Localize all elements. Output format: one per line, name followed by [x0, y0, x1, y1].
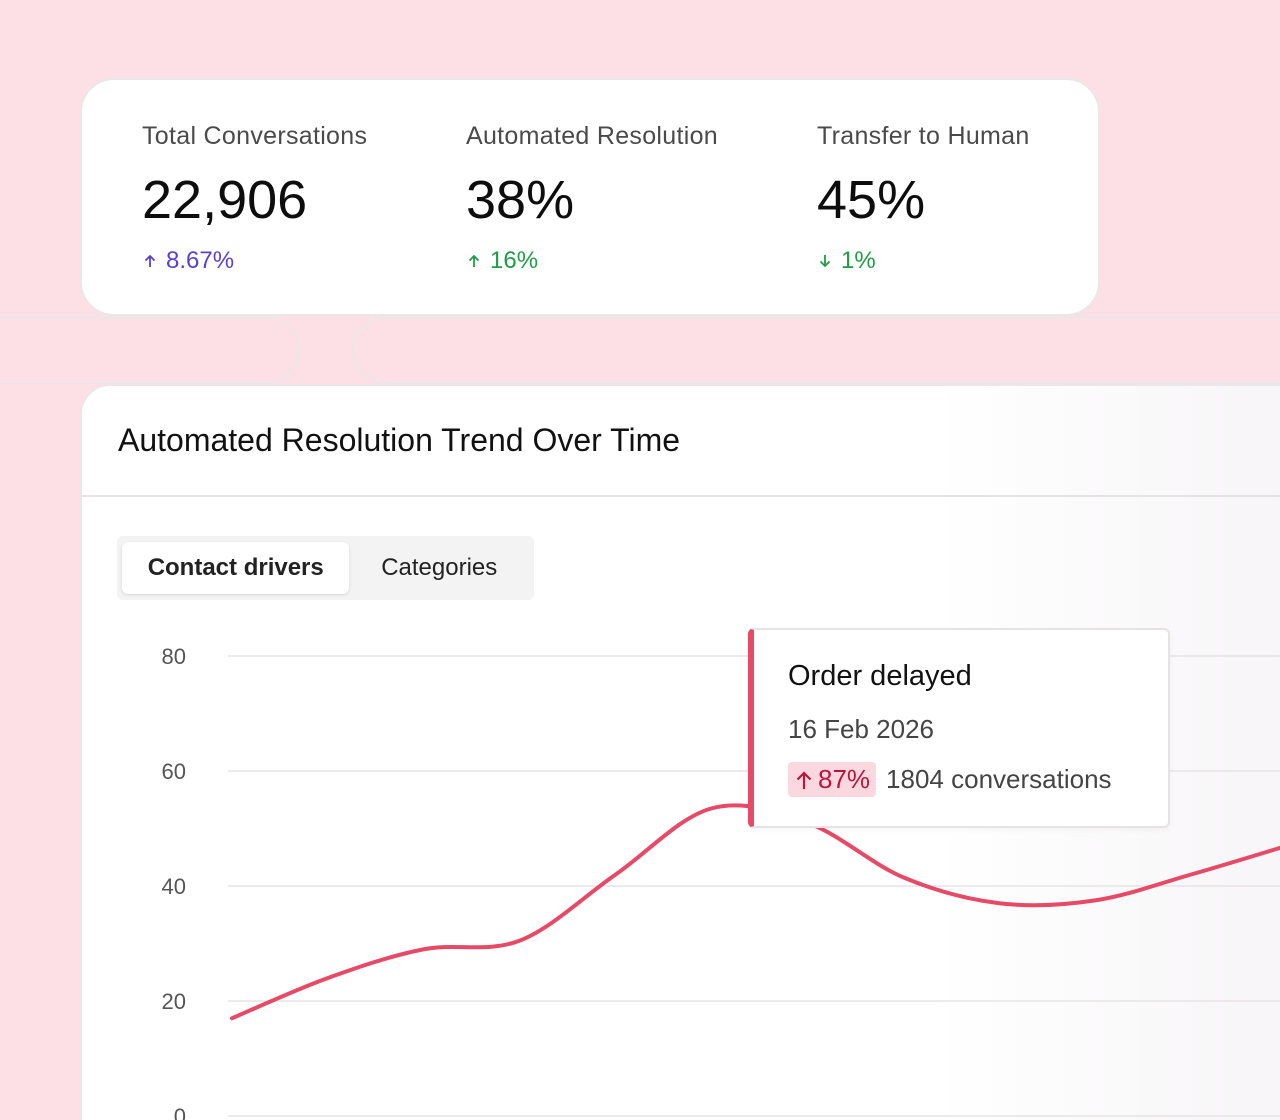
arrow-up-icon [144, 254, 156, 267]
chart-tooltip: Order delayed 16 Feb 2026 87% 1804 conve… [748, 628, 1170, 828]
change-value: 87% [818, 764, 871, 794]
kpi-label: Total Conversations [142, 122, 368, 150]
tooltip-date: 16 Feb 2026 [788, 714, 935, 744]
tab-switcher: Contact drivers Categories [117, 536, 534, 600]
decorative-pill [0, 316, 300, 384]
tab-categories[interactable]: Categories [349, 542, 529, 594]
y-axis: 0 20 40 60 80 [162, 644, 186, 1120]
y-tick-label: 60 [162, 759, 186, 784]
tooltip-stats: 87% 1804 conversations [788, 762, 1112, 797]
change-badge: 87% [788, 762, 877, 797]
tooltip-title: Order delayed [788, 660, 972, 692]
kpi-label: Automated Resolution [466, 122, 718, 150]
tab-contact-drivers[interactable]: Contact drivers [122, 542, 350, 594]
kpi-delta-value: 16% [490, 247, 539, 274]
kpi-automated-resolution: Automated Resolution 38% 16% [466, 122, 718, 275]
kpi-delta-value: 1% [841, 247, 876, 274]
arrow-up-icon [796, 770, 812, 789]
kpi-delta: 1% [817, 247, 1030, 275]
kpi-card: Total Conversations 22,906 8.67% Automat… [80, 78, 1100, 316]
divider [82, 495, 1280, 497]
y-tick-label: 80 [162, 644, 186, 669]
y-tick-label: 20 [162, 989, 186, 1014]
arrow-up-icon [468, 254, 480, 267]
kpi-total-conversations: Total Conversations 22,906 8.67% [142, 122, 367, 275]
y-tick-label: 0 [174, 1104, 186, 1120]
kpi-transfer-to-human: Transfer to Human 45% 1% [817, 122, 1030, 275]
kpi-value: 22,906 [142, 170, 308, 230]
arrow-down-icon [819, 255, 831, 268]
trend-card: Automated Resolution Trend Over Time Con… [80, 384, 1280, 1120]
kpi-delta: 16% [466, 247, 718, 275]
kpi-delta: 8.67% [142, 247, 367, 275]
y-tick-label: 40 [162, 874, 186, 899]
kpi-value: 38% [466, 170, 575, 230]
chart-series [230, 803, 1280, 1021]
series-line [230, 803, 1280, 1021]
card-title: Automated Resolution Trend Over Time [118, 422, 681, 458]
kpi-label: Transfer to Human [817, 122, 1030, 150]
decorative-pill [352, 316, 1280, 384]
conversation-count: 1804 conversations [886, 764, 1112, 794]
kpi-delta-value: 8.67% [166, 247, 235, 274]
kpi-value: 45% [817, 170, 926, 230]
